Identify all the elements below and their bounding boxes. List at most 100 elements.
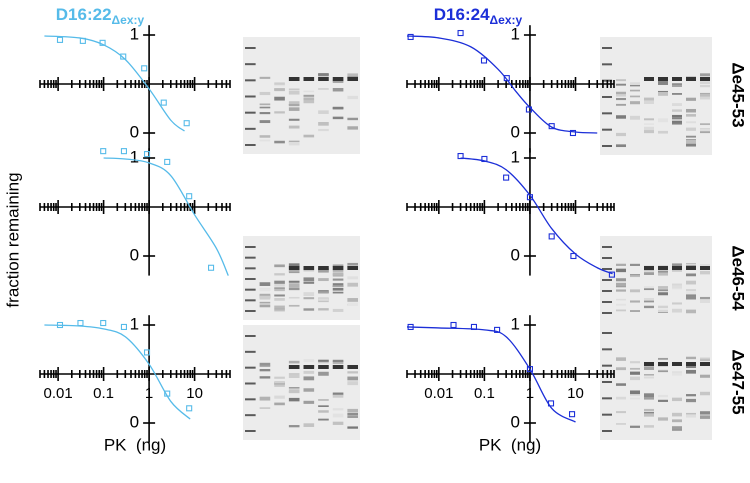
gel-band — [303, 400, 315, 404]
gel-band — [616, 396, 626, 400]
data-point — [526, 366, 533, 373]
gel-band — [686, 121, 696, 124]
gel-band — [672, 77, 682, 81]
gel-band — [672, 287, 682, 290]
data-point — [503, 75, 510, 82]
gel-band — [616, 289, 626, 292]
gel-band — [672, 419, 682, 423]
gel-band — [616, 91, 626, 95]
data-point — [120, 323, 127, 331]
gel-band — [245, 398, 256, 401]
gel-band — [303, 292, 315, 297]
gel-band — [332, 264, 344, 267]
gel-band — [658, 130, 668, 134]
gel-band — [630, 115, 640, 120]
gel-band — [672, 371, 682, 375]
gel-band — [288, 425, 300, 428]
gel-band — [274, 264, 285, 268]
gel-band — [686, 309, 696, 314]
gel-band — [274, 305, 285, 309]
gel-band — [245, 299, 256, 302]
gel-band — [318, 359, 329, 362]
y-tick-label: 0 — [130, 245, 139, 264]
gel-band — [347, 381, 358, 386]
gel-band — [332, 291, 344, 294]
gel-band — [686, 291, 696, 295]
gel-band — [686, 365, 696, 369]
gel-band — [700, 411, 710, 415]
panel: 01 — [39, 24, 231, 153]
gel-band — [332, 421, 344, 425]
gel-band — [318, 365, 329, 369]
gel-band — [288, 107, 300, 111]
gel-band — [700, 296, 710, 301]
x-axis-label: PK (ng) — [479, 435, 541, 454]
fit-curve — [460, 157, 613, 275]
gel-band — [245, 127, 256, 130]
gel-band — [686, 114, 696, 117]
gel-band — [259, 365, 271, 367]
gel-band — [686, 273, 696, 277]
gel-band — [630, 397, 640, 400]
column-subscript: Δex:y — [112, 13, 145, 27]
gel-band — [644, 288, 654, 291]
gel-band — [644, 425, 654, 428]
gel-band — [672, 103, 682, 107]
data-point — [480, 57, 488, 64]
data-point — [141, 65, 148, 72]
gel-band — [274, 294, 285, 297]
gel-band — [288, 397, 300, 402]
gel-band — [288, 387, 300, 389]
data-point — [100, 148, 107, 155]
column-title: D16:22Δex:y — [56, 5, 145, 27]
gel-band — [259, 295, 271, 300]
x-tick-label: 10 — [567, 385, 584, 402]
gel-band — [644, 362, 654, 366]
gel-band — [686, 142, 696, 147]
gel-band — [332, 308, 344, 312]
gel-band — [644, 272, 654, 275]
gel-band — [602, 63, 612, 66]
data-point — [120, 148, 127, 155]
gel-band — [700, 374, 710, 378]
gel-band — [318, 418, 329, 421]
panel: 01 — [406, 24, 615, 153]
gel-band — [630, 361, 640, 364]
y-tick-label: 0 — [130, 412, 139, 431]
gel-band — [347, 282, 358, 287]
gel-band — [259, 304, 271, 308]
gel-band — [318, 266, 329, 270]
gel-band — [616, 83, 626, 86]
gel-band — [332, 278, 344, 281]
gel-band — [274, 309, 285, 312]
gel — [243, 236, 360, 320]
gel-band — [658, 92, 668, 96]
gel-band — [303, 370, 315, 374]
gel-band — [259, 396, 271, 401]
data-point — [450, 321, 457, 329]
data-point — [503, 174, 510, 181]
gel-band — [602, 381, 612, 383]
gel-band — [602, 47, 612, 49]
gel-band — [332, 272, 344, 276]
gel-band — [274, 298, 285, 301]
gel-band — [259, 301, 271, 304]
gel-band — [259, 288, 271, 292]
column-title-text: D16:22 — [56, 5, 112, 24]
gel-band — [602, 430, 612, 432]
gel-band — [686, 356, 696, 360]
gel-band — [672, 263, 682, 268]
gel-band — [288, 263, 300, 267]
gel-band — [616, 278, 626, 282]
x-tick-label: 1 — [145, 385, 153, 402]
column-subscript: Δex:y — [490, 13, 523, 27]
gel — [600, 322, 712, 440]
data-point — [457, 29, 464, 37]
gel-band — [245, 63, 256, 66]
gel-band — [700, 362, 710, 366]
gel-band — [245, 350, 256, 353]
y-tick-label: 1 — [510, 24, 519, 43]
gel-band — [347, 412, 358, 416]
gel-band — [303, 423, 315, 427]
